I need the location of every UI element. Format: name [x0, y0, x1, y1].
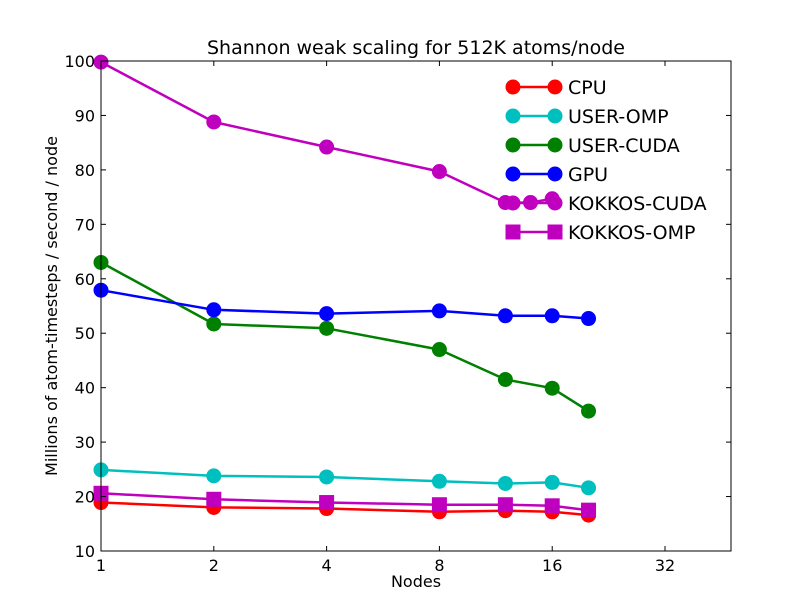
- data-point: [206, 114, 222, 130]
- y-tick-label: 80: [75, 161, 95, 180]
- x-tick-label: 32: [655, 556, 675, 575]
- y-tick-label: 100: [64, 52, 95, 71]
- data-point: [319, 139, 335, 155]
- y-tick-label: 50: [75, 324, 95, 343]
- chart-title: Shannon weak scaling for 512K atoms/node: [207, 37, 625, 59]
- legend-label: CPU: [568, 77, 607, 99]
- x-axis: 1 2 4 8 16 32: [96, 61, 675, 575]
- legend-label: KOKKOS-OMP: [568, 222, 695, 244]
- y-tick-label: 30: [75, 433, 95, 452]
- legend-entry: USER-OMP: [505, 106, 669, 128]
- data-point: [497, 308, 513, 324]
- legend-marker: [547, 137, 563, 153]
- legend-marker: [547, 79, 563, 95]
- legend-label: KOKKOS-CUDA: [568, 193, 707, 215]
- series-user-omp: [93, 462, 597, 496]
- data-point: [431, 342, 447, 358]
- data-point: [319, 320, 335, 336]
- legend-marker: [505, 137, 521, 153]
- data-point: [431, 473, 447, 489]
- data-point: [319, 306, 335, 322]
- data-point: [319, 469, 335, 485]
- data-point: [497, 372, 513, 387]
- data-point: [544, 498, 560, 514]
- legend-marker: [505, 224, 521, 240]
- legend-label: USER-OMP: [568, 106, 669, 128]
- data-point: [431, 164, 447, 180]
- legend-marker: [505, 195, 521, 211]
- legend-marker: [547, 195, 563, 211]
- data-point: [544, 308, 560, 324]
- y-tick-label: 60: [75, 270, 95, 289]
- legend-marker: [547, 166, 563, 182]
- y-tick-label: 40: [75, 379, 95, 398]
- y-tick-label: 20: [75, 488, 95, 507]
- data-point: [544, 380, 560, 396]
- legend-marker: [505, 108, 521, 124]
- legend-marker: [547, 108, 563, 124]
- legend: CPU USER-OMP USER-CUDA GPU KOKKOS-CUDA KOKKOS…: [505, 77, 707, 244]
- y-axis-label: Millions of atom-timesteps / second / no…: [42, 136, 61, 476]
- plot-area-frame: [100, 60, 732, 552]
- data-point: [581, 403, 597, 419]
- legend-label: GPU: [568, 164, 608, 186]
- y-tick-label: 10: [75, 542, 95, 561]
- y-tick-label: 90: [75, 106, 95, 125]
- data-point: [206, 302, 222, 318]
- legend-label: USER-CUDA: [568, 135, 680, 157]
- legend-marker: [547, 224, 563, 240]
- data-point: [581, 480, 597, 496]
- data-point: [431, 497, 447, 513]
- data-point: [544, 474, 560, 490]
- x-axis-label: Nodes: [391, 572, 441, 591]
- y-tick-label: 70: [75, 215, 95, 234]
- data-point: [581, 502, 597, 518]
- data-point: [497, 497, 513, 513]
- x-tick-label: 2: [209, 556, 219, 575]
- legend-entry: KOKKOS-CUDA: [505, 193, 707, 215]
- series-kokkos-omp: [93, 485, 597, 518]
- legend-entry: KOKKOS-OMP: [505, 222, 695, 244]
- y-axis: 10 20 30 40 50 60 70 80 90 100: [64, 52, 731, 561]
- data-point: [206, 316, 222, 332]
- legend-entry: USER-CUDA: [505, 135, 680, 157]
- data-point: [319, 495, 335, 511]
- legend-entry: CPU: [505, 77, 607, 99]
- x-tick-label: 8: [434, 556, 444, 575]
- legend-marker: [505, 166, 521, 182]
- x-tick-label: 1: [96, 556, 106, 575]
- x-tick-label: 16: [542, 556, 562, 575]
- legend-marker: [505, 79, 521, 95]
- data-point: [206, 468, 222, 484]
- data-point: [497, 475, 513, 491]
- x-tick-label: 4: [322, 556, 332, 575]
- series-gpu: [93, 282, 597, 327]
- data-point: [206, 491, 222, 507]
- legend-entry: GPU: [505, 164, 608, 186]
- data-point: [581, 311, 597, 327]
- data-point: [431, 303, 447, 319]
